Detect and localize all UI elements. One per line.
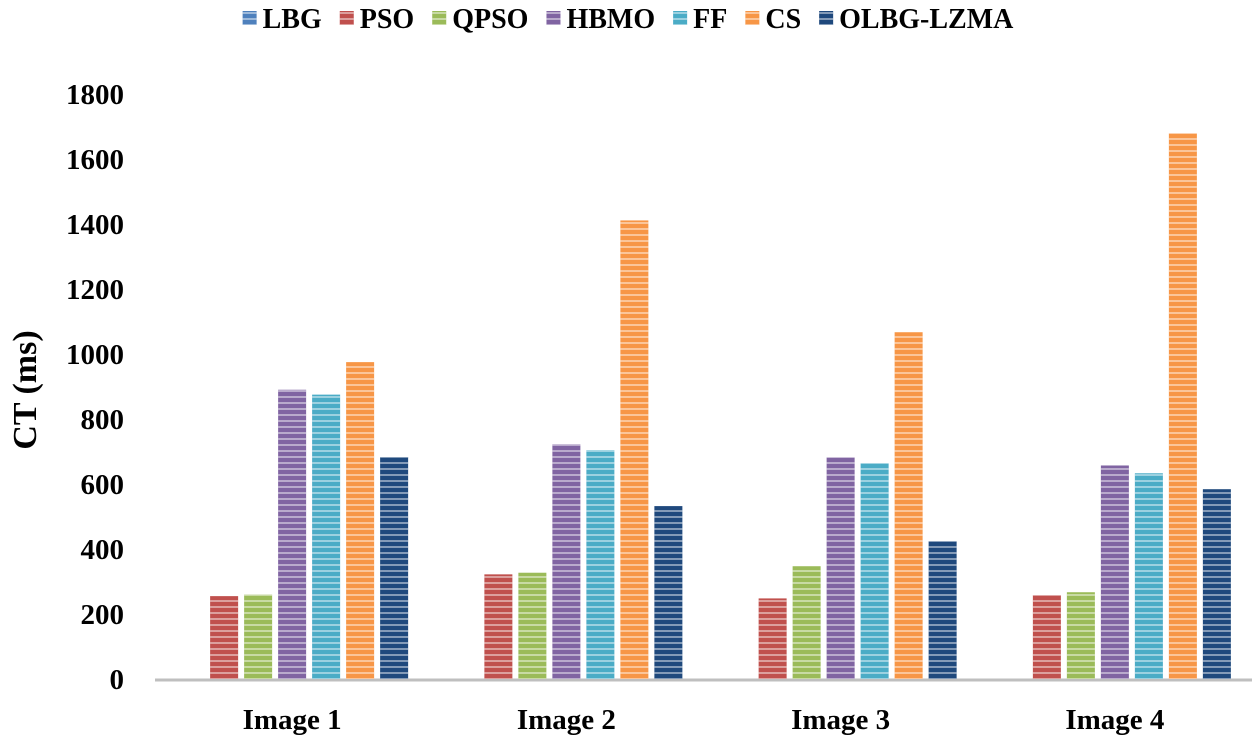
y-tick-label: 1200 <box>66 274 124 306</box>
x-tick-label: Image 4 <box>1065 704 1164 736</box>
x-tick-label: Image 2 <box>517 704 616 736</box>
bar-stripe-overlay <box>312 394 341 679</box>
legend-swatch-stripe <box>339 11 354 25</box>
bar-stripe-overlay <box>278 389 307 679</box>
y-tick-label: 1600 <box>66 144 124 176</box>
bars <box>210 133 1231 680</box>
y-axis-label: CT (ms) <box>7 330 44 449</box>
bar-stripe-overlay <box>484 574 513 679</box>
y-tick-label: 0 <box>110 664 125 696</box>
axes: 0 200 400 600 800 1000 1200 1400 1600 1800 Image 1… <box>66 79 1252 736</box>
bar-stripe-overlay <box>1100 465 1129 679</box>
bar-stripe-overlay <box>1066 592 1095 679</box>
bar-stripe-overlay <box>518 572 547 679</box>
legend-label-olbg-lzma: OLBG-LZMA <box>839 4 1014 35</box>
legend-swatch-stripe <box>745 11 760 25</box>
x-tick-label: Image 1 <box>243 704 342 736</box>
legend-swatch-stripe <box>819 11 834 25</box>
bar-stripe-overlay <box>758 598 787 679</box>
legend-swatch-stripe <box>673 11 688 25</box>
bar-stripe-overlay <box>244 594 273 679</box>
legend-label-cs: CS <box>765 4 801 35</box>
bar-stripe-overlay <box>620 220 649 680</box>
y-tick-label: 600 <box>81 469 125 501</box>
bar-stripe-overlay <box>894 332 923 679</box>
bar-stripe-overlay <box>1202 489 1231 679</box>
legend-swatch-stripe <box>546 11 561 25</box>
legend-swatch-stripe <box>242 11 257 25</box>
y-tick-label: 800 <box>81 404 125 436</box>
legend-label-qpso: QPSO <box>452 4 528 35</box>
bar-stripe-overlay <box>552 444 581 679</box>
legend-label-pso: PSO <box>360 4 414 35</box>
y-tick-label: 200 <box>81 599 125 631</box>
y-tick-label: 400 <box>81 534 125 566</box>
bar-stripe-overlay <box>586 450 615 679</box>
bar-stripe-overlay <box>210 596 239 679</box>
bar-stripe-overlay <box>380 457 409 679</box>
y-tick-label: 1800 <box>66 79 124 111</box>
bar-stripe-overlay <box>928 541 957 679</box>
legend-label-lbg: LBG <box>263 4 322 35</box>
legend-label-ff: FF <box>693 4 727 35</box>
bar-stripe-overlay <box>792 566 821 679</box>
legend: LBG PSO QPSO HBMO FF CS OLBG-LZMA <box>242 4 1014 35</box>
bar-stripe-overlay <box>1032 595 1061 679</box>
y-tick-label: 1000 <box>66 339 124 371</box>
bar-stripe-overlay <box>860 463 889 679</box>
bar-stripe-overlay <box>826 457 855 679</box>
bar-stripe-overlay <box>346 362 375 679</box>
bar-stripe-overlay <box>654 506 683 679</box>
x-tick-label: Image 3 <box>791 704 890 736</box>
bar-stripe-overlay <box>1168 133 1197 679</box>
y-tick-label: 1400 <box>66 209 124 241</box>
legend-swatch-stripe <box>432 11 447 25</box>
bar-stripe-overlay <box>1134 473 1163 679</box>
legend-label-hbmo: HBMO <box>566 4 655 35</box>
